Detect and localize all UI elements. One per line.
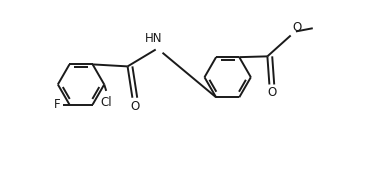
Text: O: O [130,100,140,113]
Text: Cl: Cl [100,96,112,109]
Text: HN: HN [145,32,162,45]
Text: F: F [54,98,61,111]
Text: O: O [267,86,276,100]
Text: O: O [292,21,302,34]
